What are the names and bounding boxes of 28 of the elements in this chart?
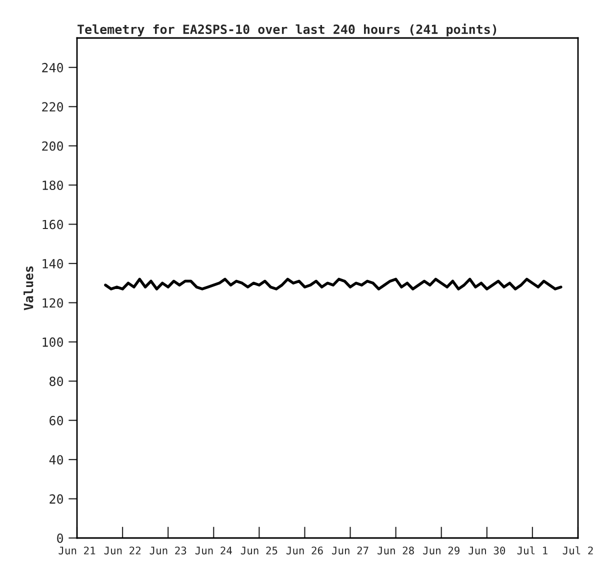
y-tick-label: 140 — [42, 258, 63, 268]
y-tick-label: 220 — [42, 102, 63, 112]
y-tick-label: 20 — [50, 494, 63, 504]
y-tick-label: 120 — [42, 298, 63, 308]
x-tick-label: Jun 27 — [332, 546, 368, 554]
x-tick-label: Jun 25 — [240, 546, 278, 554]
x-tick-label: Jun 29 — [423, 546, 460, 554]
y-tick-label: 0 — [57, 534, 63, 543]
y-tick-label: 80 — [50, 376, 63, 386]
y-tick-label: 100 — [42, 337, 63, 347]
x-tick-label: Jul 1 — [517, 546, 548, 554]
x-tick-label: Jun 24 — [195, 546, 232, 554]
x-tick-label: Jun 23 — [150, 546, 186, 554]
y-axis-title: Values — [24, 266, 34, 310]
y-tick-label: 160 — [42, 220, 63, 230]
chart-title: Telemetry for EA2SPS-10 over last 240 hours (241 points) — [78, 24, 496, 36]
y-tick-label: 240 — [42, 62, 63, 72]
y-tick-label: 60 — [50, 416, 63, 426]
x-tick-label: Jul 2 — [562, 546, 593, 554]
y-tick-label: 200 — [42, 141, 63, 151]
x-tick-label: Jun 28 — [378, 546, 414, 554]
x-tick-label: Jun 22 — [104, 546, 140, 554]
line-series — [104, 278, 562, 290]
x-tick-label: Jun 21 — [58, 546, 96, 554]
y-tick-label: 40 — [49, 455, 63, 465]
y-tick-label: 180 — [42, 180, 63, 190]
x-tick-label: Jun 26 — [286, 546, 323, 554]
x-tick-label: Jun 30 — [468, 546, 506, 554]
